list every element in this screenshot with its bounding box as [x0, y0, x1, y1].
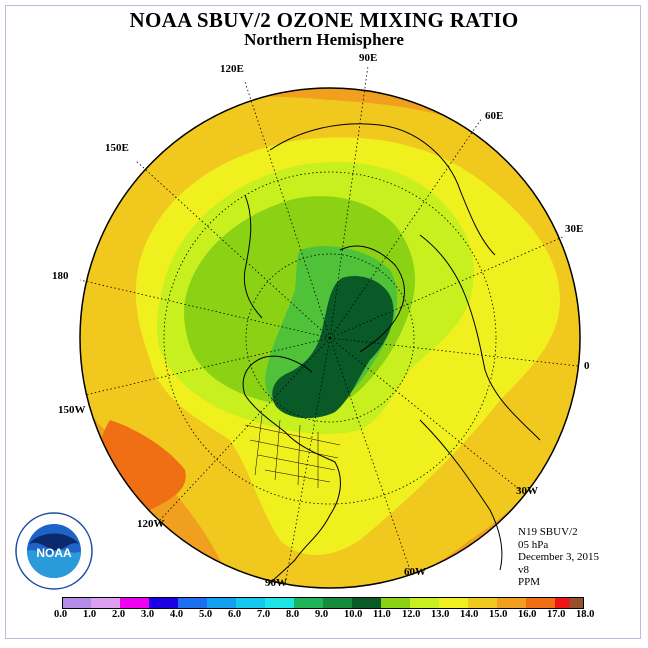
colorbar-cell: [323, 597, 353, 609]
colorbar-cell: [265, 597, 295, 609]
longitude-label-60e: 60E: [485, 110, 504, 122]
colorbar-cell: [569, 597, 584, 609]
noaa-logo-icon: NOAA: [15, 512, 93, 590]
colorbar-tick-label: 14.0: [460, 609, 479, 620]
colorbar: [62, 597, 584, 609]
colorbar-cell: [62, 597, 92, 609]
colorbar-tick-label: 13.0: [431, 609, 450, 620]
colorbar-tick-label: 18.0: [576, 609, 595, 620]
colorbar-cell: [468, 597, 498, 609]
colorbar-tick-label: 12.0: [402, 609, 421, 620]
colorbar-tick-label: 9.0: [315, 609, 329, 620]
longitude-label-30e: 30E: [565, 223, 584, 235]
longitude-label-120e: 120E: [220, 63, 244, 75]
longitude-label-150e: 150E: [105, 142, 129, 154]
colorbar-cell: [207, 597, 237, 609]
colorbar-tick-label: 3.0: [141, 609, 155, 620]
colorbar-tick-label: 5.0: [199, 609, 213, 620]
longitude-label-120w: 120W: [137, 518, 165, 530]
colorbar-cell: [294, 597, 324, 609]
colorbar-cell: [526, 597, 556, 609]
graticule: [79, 65, 579, 586]
longitude-label-90w: 90W: [265, 577, 287, 589]
ozone-field: [80, 88, 580, 588]
longitude-label-60w: 60W: [404, 566, 426, 578]
longitude-label-150w: 150W: [58, 404, 86, 416]
longitude-label-0: 0: [584, 360, 590, 372]
colorbar-cell: [91, 597, 121, 609]
colorbar-cell: [149, 597, 179, 609]
pressure-level-label: 05 hPa: [518, 538, 549, 551]
colorbar-tick-label: 6.0: [228, 609, 242, 620]
figure-frame: [5, 5, 641, 639]
info-block: N19 SBUV/2 05 hPa December 3, 2015 v8 PP…: [518, 526, 599, 589]
colorbar-cell: [236, 597, 266, 609]
longitude-label-90e: 90E: [359, 52, 378, 64]
colorbar-tick-label: 7.0: [257, 609, 271, 620]
colorbar-tick-label: 11.0: [373, 609, 391, 620]
colorbar-cell: [410, 597, 440, 609]
colorbar-cell: [352, 597, 382, 609]
page-subtitle: Northern Hemisphere: [244, 30, 404, 49]
map-boundary: [79, 87, 581, 589]
colorbar-tick-label: 8.0: [286, 609, 300, 620]
longitude-label-180: 180: [52, 270, 69, 282]
satellite-label: N19 SBUV/2: [518, 526, 578, 538]
page-title: NOAA SBUV/2 OZONE MIXING RATIO: [129, 8, 519, 32]
noaa-logo-text: NOAA: [36, 546, 72, 560]
colorbar-cell: [120, 597, 150, 609]
longitude-label-30w: 30W: [516, 485, 538, 497]
colorbar-tick-label: 4.0: [170, 609, 184, 620]
colorbar-tick-label: 15.0: [489, 609, 508, 620]
coastlines: [242, 123, 541, 586]
version-label: v8: [518, 563, 529, 576]
units-label: PPM: [518, 576, 541, 588]
colorbar-tick-label: 17.0: [547, 609, 566, 620]
colorbar-cell: [497, 597, 527, 609]
colorbar-cell: [381, 597, 411, 609]
colorbar-tick-label: 2.0: [112, 609, 126, 620]
colorbar-tick-label: 16.0: [518, 609, 537, 620]
colorbar-tick-label: 0.0: [54, 609, 68, 620]
us-state-borders: [244, 414, 341, 488]
colorbar-cell: [178, 597, 208, 609]
colorbar-tick-label: 1.0: [83, 609, 97, 620]
colorbar-tick-label: 10.0: [344, 609, 363, 620]
date-label: December 3, 2015: [518, 551, 599, 563]
colorbar-cell: [439, 597, 469, 609]
